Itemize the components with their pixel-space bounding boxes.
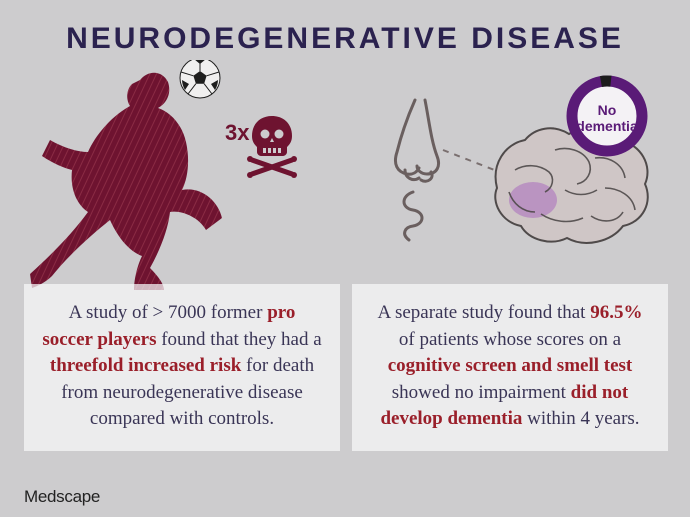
text: A study of > 7000 former — [69, 302, 268, 323]
player-silhouette-icon — [30, 73, 222, 290]
text: found that they had a — [156, 329, 321, 350]
highlight: threefold increased risk — [50, 355, 241, 376]
left-text-card: A study of > 7000 former pro soccer play… — [24, 284, 340, 451]
highlight: cognitive screen and smell test — [388, 355, 633, 376]
right-text-card: A separate study found that 96.5% of pat… — [352, 284, 668, 451]
logo-part-scape: scape — [56, 487, 100, 506]
text: within 4 years. — [522, 408, 639, 429]
left-illustration: 3x — [30, 60, 350, 290]
brain-smell-graphic — [365, 60, 665, 290]
soccer-player-graphic — [30, 60, 350, 290]
text: A separate study found that — [378, 302, 591, 323]
page-title: NEURODEGENERATIVE DISEASE — [0, 0, 690, 56]
text-row: A study of > 7000 former pro soccer play… — [24, 284, 668, 451]
footer-logo: Medscape — [24, 487, 100, 507]
illustration-row: 3x — [0, 60, 690, 290]
donut-center-label: No dementia — [575, 102, 639, 134]
skull-icon — [247, 116, 297, 178]
skull-multiplier-label: 3x — [225, 120, 249, 146]
text: of patients whose scores on a — [399, 329, 621, 350]
soccer-ball-icon — [180, 60, 220, 98]
logo-part-med: Med — [24, 487, 56, 506]
text: showed no impairment — [392, 382, 571, 403]
highlight: 96.5% — [590, 302, 642, 323]
right-illustration: No dementia — [365, 60, 665, 290]
nose-icon — [395, 100, 438, 240]
